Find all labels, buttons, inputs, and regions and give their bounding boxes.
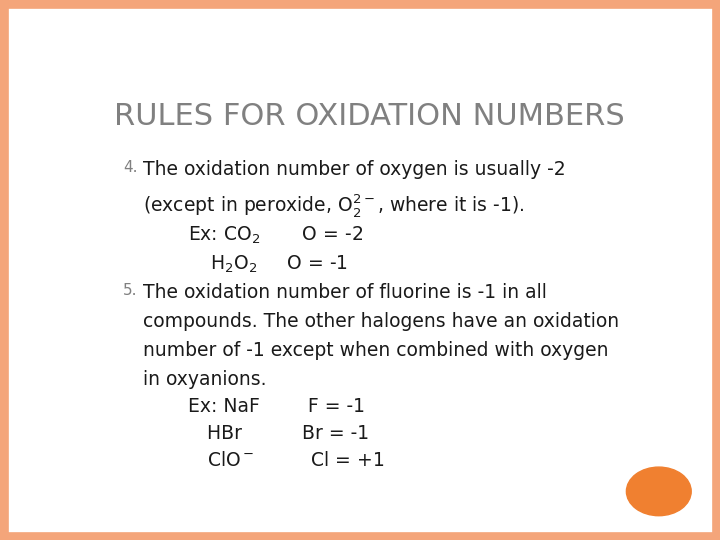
Text: 4.: 4. (123, 160, 138, 176)
Text: RULES FOR OXIDATION NUMBERS: RULES FOR OXIDATION NUMBERS (114, 102, 624, 131)
Text: The oxidation number of fluorine is -1 in all: The oxidation number of fluorine is -1 i… (143, 283, 547, 302)
Text: number of -1 except when combined with oxygen: number of -1 except when combined with o… (143, 341, 608, 360)
Text: compounds. The other halogens have an oxidation: compounds. The other halogens have an ox… (143, 312, 619, 331)
Text: Ex: CO$_2$       O = -2: Ex: CO$_2$ O = -2 (188, 225, 363, 246)
Text: H$_2$O$_2$     O = -1: H$_2$O$_2$ O = -1 (210, 254, 348, 275)
Text: HBr          Br = -1: HBr Br = -1 (207, 424, 369, 443)
Text: Ex: NaF        F = -1: Ex: NaF F = -1 (188, 397, 364, 416)
Text: The oxidation number of oxygen is usually -2: The oxidation number of oxygen is usuall… (143, 160, 566, 179)
Text: 5.: 5. (123, 283, 138, 298)
Text: ClO$^-$         Cl = +1: ClO$^-$ Cl = +1 (207, 451, 384, 470)
Text: (except in peroxide, O$_2^{2-}$, where it is -1).: (except in peroxide, O$_2^{2-}$, where i… (143, 192, 525, 219)
Text: in oxyanions.: in oxyanions. (143, 370, 266, 389)
